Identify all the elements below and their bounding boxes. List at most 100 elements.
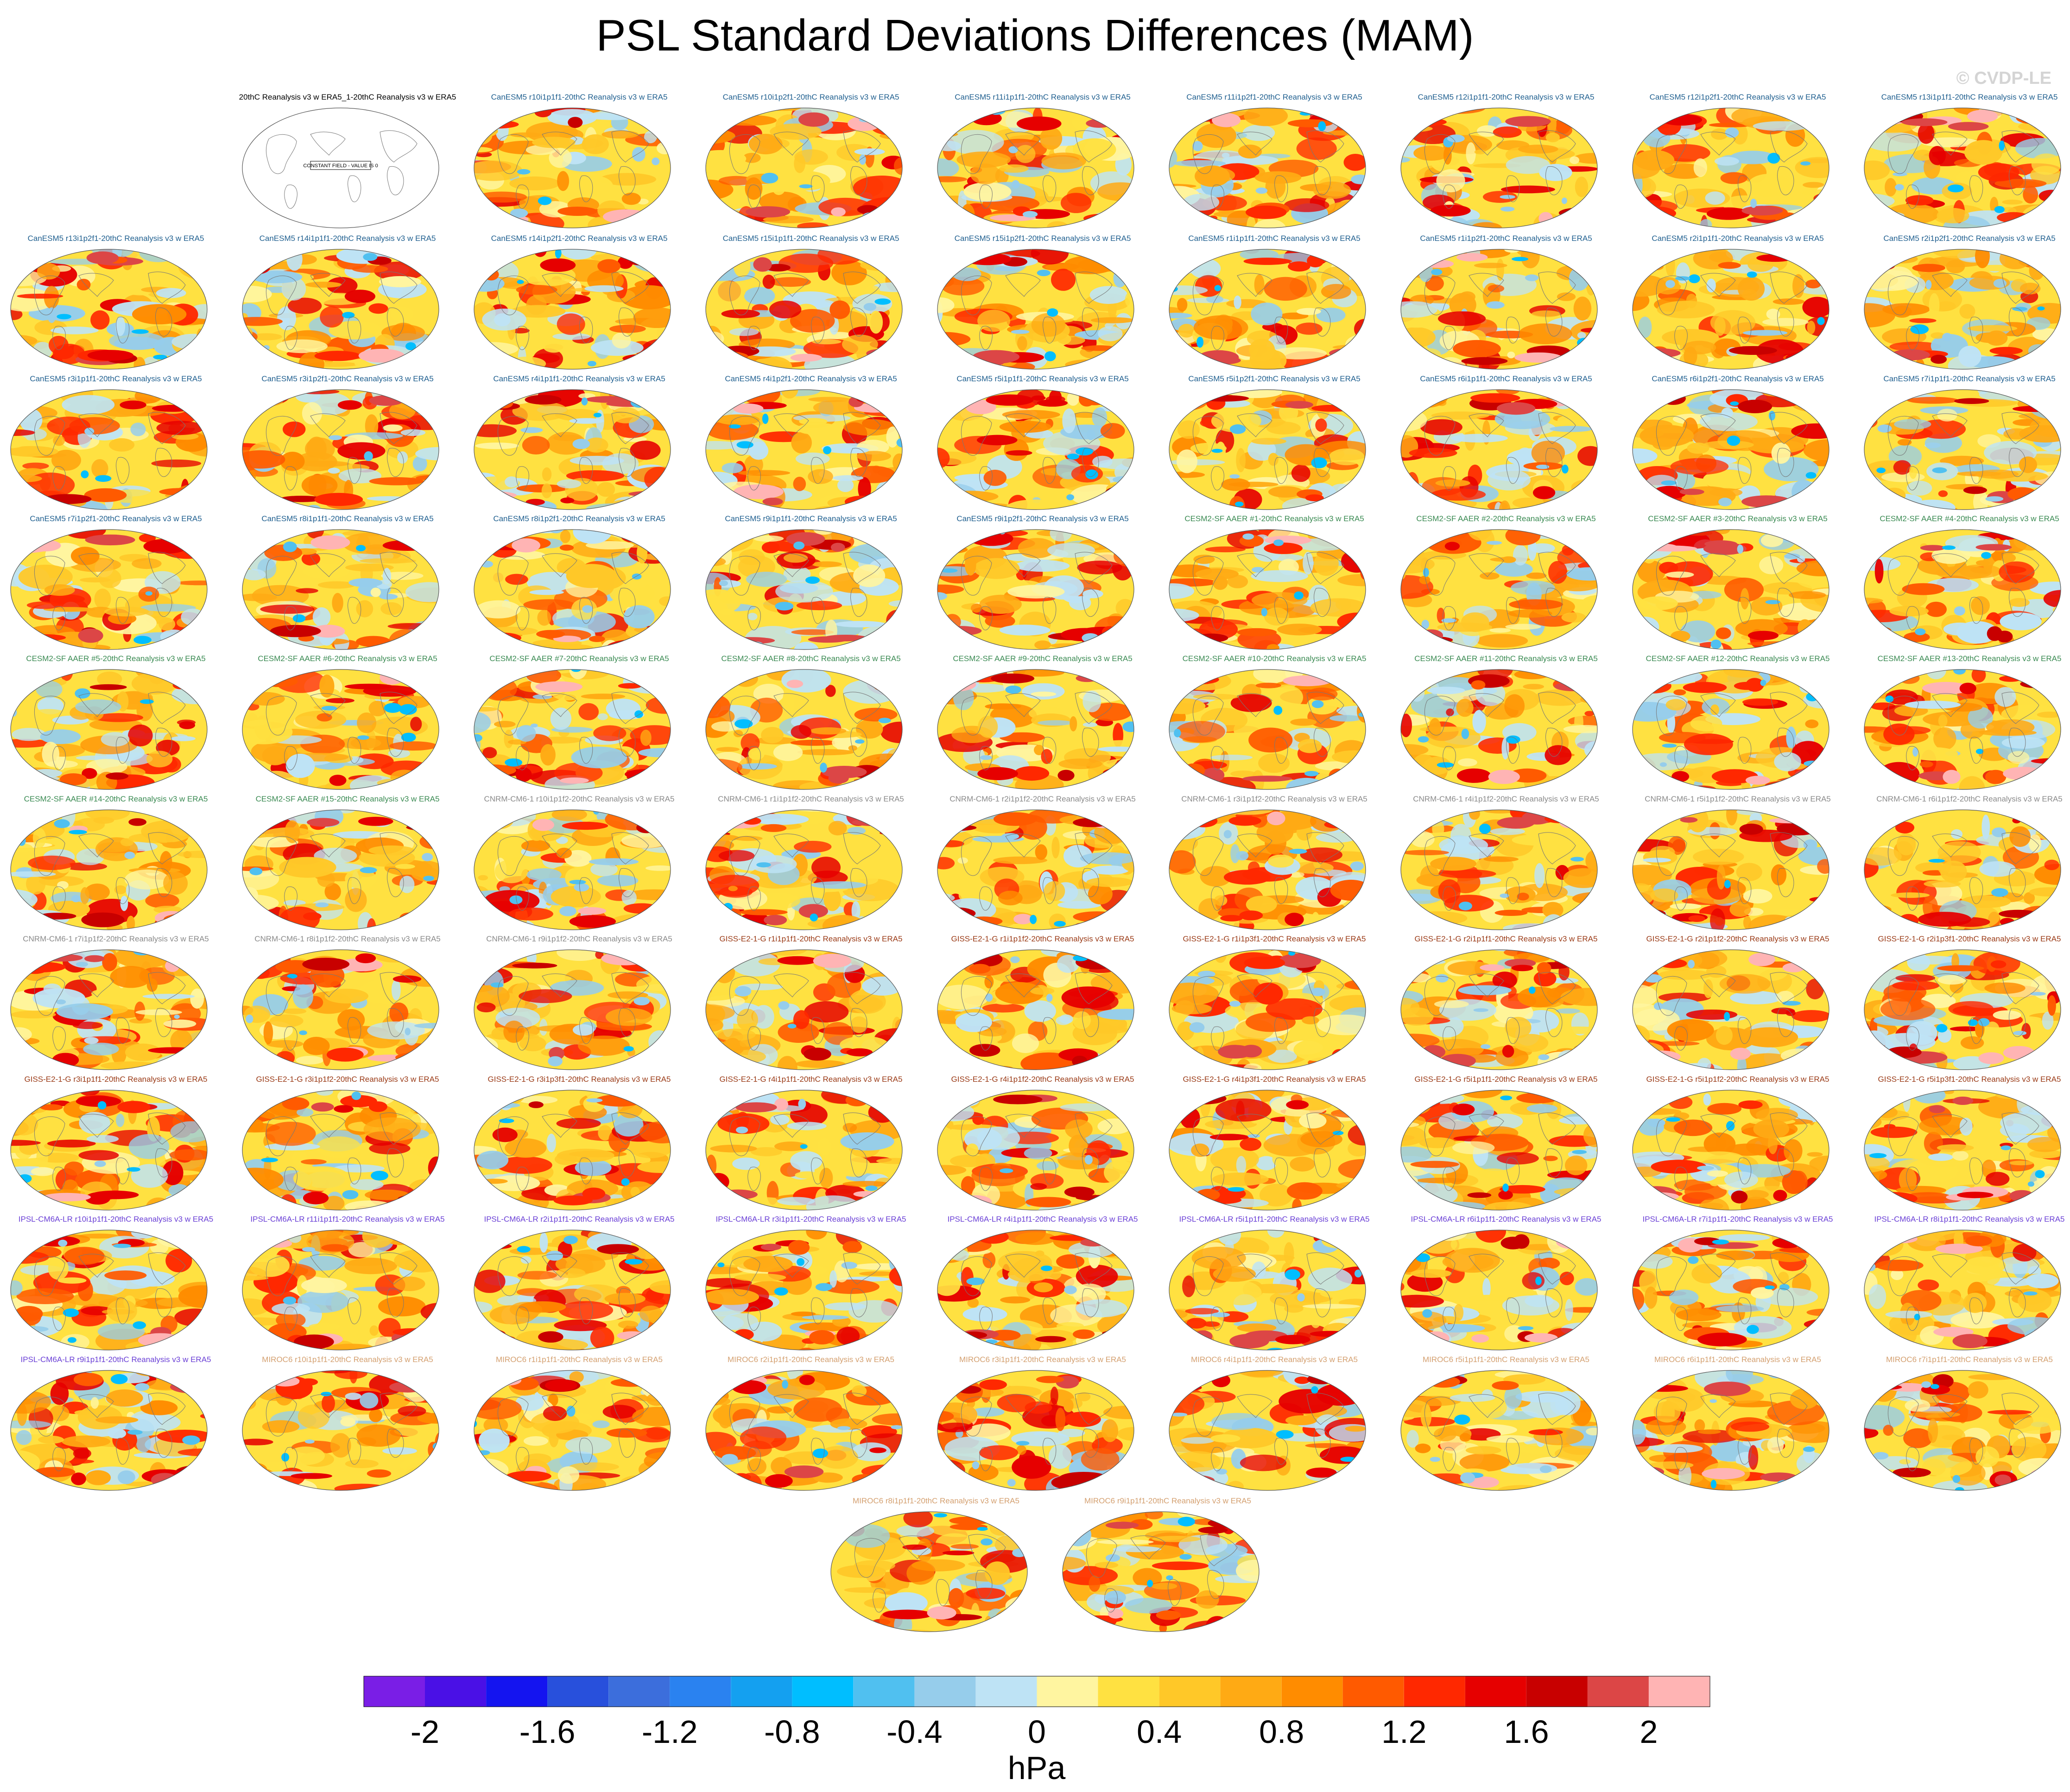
panel-title: GISS-E2-1-G r2i1p1f2-20thC Reanalysis v3… bbox=[1646, 934, 1829, 943]
panel-title: GISS-E2-1-G r5i1p1f1-20thC Reanalysis v3… bbox=[1414, 1075, 1598, 1084]
map-panel: CanESM5 r1i1p2f1-20thC Reanalysis v3 w E… bbox=[1390, 234, 1622, 373]
colorbar-tick-label: -0.4 bbox=[886, 1714, 943, 1750]
panel-title: CNRM-CM6-1 r6i1p1f2-20thC Reanalysis v3 … bbox=[1876, 795, 2063, 803]
map-panel: MIROC6 r1i1p1f1-20thC Reanalysis v3 w ER… bbox=[463, 1355, 695, 1494]
world-map bbox=[1864, 107, 2061, 228]
world-map bbox=[705, 1090, 903, 1211]
world-map bbox=[937, 1370, 1134, 1491]
panel-title: CanESM5 r15i1p1f1-20thC Reanalysis v3 w … bbox=[722, 234, 899, 243]
world-map bbox=[1400, 949, 1598, 1070]
world-map bbox=[10, 529, 208, 650]
map-panel: CanESM5 r11i1p1f1-20thC Reanalysis v3 w … bbox=[927, 93, 1158, 232]
panel-title: CESM2-SF AAER #12-20thC Reanalysis v3 w … bbox=[1646, 654, 1830, 663]
world-map bbox=[937, 949, 1134, 1070]
world-map bbox=[1400, 1090, 1598, 1211]
map-panel: CanESM5 r15i1p1f1-20thC Reanalysis v3 w … bbox=[695, 234, 927, 373]
panel-title: CanESM5 r5i1p2f1-20thC Reanalysis v3 w E… bbox=[1188, 374, 1361, 383]
map-panel: GISS-E2-1-G r3i1p1f2-20thC Reanalysis v3… bbox=[232, 1075, 463, 1214]
panel-title: MIROC6 r8i1p1f1-20thC Reanalysis v3 w ER… bbox=[853, 1496, 1019, 1505]
map-panel: CanESM5 r3i1p2f1-20thC Reanalysis v3 w E… bbox=[232, 374, 463, 513]
map-panel: CanESM5 r8i1p2f1-20thC Reanalysis v3 w E… bbox=[463, 514, 695, 653]
map-panel: GISS-E2-1-G r4i1p1f2-20thC Reanalysis v3… bbox=[927, 1075, 1158, 1214]
world-map bbox=[1400, 107, 1598, 228]
world-map bbox=[830, 1511, 1028, 1632]
world-map bbox=[937, 107, 1134, 228]
panel-title: GISS-E2-1-G r2i1p1f1-20thC Reanalysis v3… bbox=[1414, 934, 1598, 943]
panel-title: CESM2-SF AAER #15-20thC Reanalysis v3 w … bbox=[255, 795, 440, 803]
map-panel: CESM2-SF AAER #14-20thC Reanalysis v3 w … bbox=[0, 795, 232, 934]
colorbar-unit-label: hPa bbox=[1008, 1750, 1066, 1786]
map-panel: CanESM5 r9i1p2f1-20thC Reanalysis v3 w E… bbox=[927, 514, 1158, 653]
map-panel: CNRM-CM6-1 r1i1p1f2-20thC Reanalysis v3 … bbox=[695, 795, 927, 934]
panel-title: GISS-E2-1-G r3i1p3f1-20thC Reanalysis v3… bbox=[487, 1075, 671, 1084]
world-map bbox=[1169, 1370, 1366, 1491]
map-panel: CESM2-SF AAER #11-20thC Reanalysis v3 w … bbox=[1390, 654, 1622, 793]
map-panel: GISS-E2-1-G r2i1p3f1-20thC Reanalysis v3… bbox=[1854, 934, 2070, 1073]
map-panel: MIROC6 r5i1p1f1-20thC Reanalysis v3 w ER… bbox=[1390, 1355, 1622, 1494]
colorbar-swatch bbox=[975, 1676, 1037, 1707]
panel-title: IPSL-CM6A-LR r6i1p1f1-20thC Reanalysis v… bbox=[1411, 1215, 1602, 1224]
panel-title: GISS-E2-1-G r4i1p1f2-20thC Reanalysis v3… bbox=[951, 1075, 1134, 1084]
map-panel: IPSL-CM6A-LR r2i1p1f1-20thC Reanalysis v… bbox=[463, 1215, 695, 1354]
map-panel: CESM2-SF AAER #9-20thC Reanalysis v3 w E… bbox=[927, 654, 1158, 793]
world-map bbox=[1062, 1511, 1260, 1632]
map-panel: CanESM5 r4i1p2f1-20thC Reanalysis v3 w E… bbox=[695, 374, 927, 513]
panel-title: CanESM5 r9i1p2f1-20thC Reanalysis v3 w E… bbox=[956, 514, 1129, 523]
panel-title: GISS-E2-1-G r1i1p1f1-20thC Reanalysis v3… bbox=[719, 934, 903, 943]
map-panel: IPSL-CM6A-LR r10i1p1f1-20thC Reanalysis … bbox=[0, 1215, 232, 1354]
world-map bbox=[1864, 809, 2061, 930]
panel-title: GISS-E2-1-G r4i1p3f1-20thC Reanalysis v3… bbox=[1183, 1075, 1366, 1084]
panel-title: CanESM5 r6i1p1f1-20thC Reanalysis v3 w E… bbox=[1420, 374, 1592, 383]
panel-title: IPSL-CM6A-LR r5i1p1f1-20thC Reanalysis v… bbox=[1179, 1215, 1370, 1224]
map-panel: GISS-E2-1-G r4i1p3f1-20thC Reanalysis v3… bbox=[1158, 1075, 1390, 1214]
map-panel: GISS-E2-1-G r2i1p1f2-20thC Reanalysis v3… bbox=[1622, 934, 1854, 1073]
panel-title: CanESM5 r7i1p2f1-20thC Reanalysis v3 w E… bbox=[30, 514, 202, 523]
panel-title: CanESM5 r3i1p1f1-20thC Reanalysis v3 w E… bbox=[30, 374, 202, 383]
world-map bbox=[1864, 389, 2061, 510]
colorbar-tick-label: 0.4 bbox=[1137, 1714, 1182, 1750]
panel-title: CESM2-SF AAER #5-20thC Reanalysis v3 w E… bbox=[26, 654, 206, 663]
map-panel: GISS-E2-1-G r5i1p1f2-20thC Reanalysis v3… bbox=[1622, 1075, 1854, 1214]
map-panel: CESM2-SF AAER #3-20thC Reanalysis v3 w E… bbox=[1622, 514, 1854, 653]
world-map bbox=[242, 249, 439, 370]
map-panel: CESM2-SF AAER #13-20thC Reanalysis v3 w … bbox=[1854, 654, 2070, 793]
panel-title: IPSL-CM6A-LR r9i1p1f1-20thC Reanalysis v… bbox=[20, 1355, 211, 1364]
panel-title: MIROC6 r5i1p1f1-20thC Reanalysis v3 w ER… bbox=[1423, 1355, 1589, 1364]
colorbar-swatch bbox=[1465, 1676, 1526, 1707]
panel-title: 20thC Reanalysis v3 w ERA5_1-20thC Reana… bbox=[239, 93, 456, 101]
panel-title: MIROC6 r6i1p1f1-20thC Reanalysis v3 w ER… bbox=[1654, 1355, 1821, 1364]
map-panel: CanESM5 r14i1p1f1-20thC Reanalysis v3 w … bbox=[232, 234, 463, 373]
map-panel: CanESM5 r10i1p1f1-20thC Reanalysis v3 w … bbox=[463, 93, 695, 232]
world-map bbox=[1169, 249, 1366, 370]
map-panel: MIROC6 r7i1p1f1-20thC Reanalysis v3 w ER… bbox=[1854, 1355, 2070, 1494]
map-panel: CESM2-SF AAER #12-20thC Reanalysis v3 w … bbox=[1622, 654, 1854, 793]
world-map bbox=[242, 529, 439, 650]
world-map bbox=[1632, 389, 1829, 510]
world-map bbox=[1632, 529, 1829, 650]
world-map bbox=[1400, 529, 1598, 650]
map-panel: CanESM5 r11i1p2f1-20thC Reanalysis v3 w … bbox=[1158, 93, 1390, 232]
colorbar-tick-label: 2 bbox=[1640, 1714, 1658, 1750]
map-panel: CESM2-SF AAER #1-20thC Reanalysis v3 w E… bbox=[1158, 514, 1390, 653]
panel-title: GISS-E2-1-G r3i1p1f2-20thC Reanalysis v3… bbox=[256, 1075, 439, 1084]
colorbar-swatch bbox=[1587, 1676, 1649, 1707]
map-panel: IPSL-CM6A-LR r6i1p1f1-20thC Reanalysis v… bbox=[1390, 1215, 1622, 1354]
colorbar-swatch bbox=[1037, 1676, 1098, 1707]
panel-title: CanESM5 r3i1p2f1-20thC Reanalysis v3 w E… bbox=[261, 374, 434, 383]
map-panel: GISS-E2-1-G r5i1p3f1-20thC Reanalysis v3… bbox=[1854, 1075, 2070, 1214]
panel-title: GISS-E2-1-G r3i1p1f1-20thC Reanalysis v3… bbox=[24, 1075, 208, 1084]
colorbar-frame bbox=[363, 1676, 1710, 1707]
map-panel: CESM2-SF AAER #5-20thC Reanalysis v3 w E… bbox=[0, 654, 232, 793]
map-panel: IPSL-CM6A-LR r8i1p1f1-20thC Reanalysis v… bbox=[1854, 1215, 2070, 1354]
panel-title: CNRM-CM6-1 r2i1p1f2-20thC Reanalysis v3 … bbox=[950, 795, 1136, 803]
world-map bbox=[1632, 249, 1829, 370]
panel-title: CESM2-SF AAER #13-20thC Reanalysis v3 w … bbox=[1877, 654, 2062, 663]
colorbar-tick-label: 1.2 bbox=[1381, 1714, 1426, 1750]
colorbar-swatch bbox=[425, 1676, 486, 1707]
world-map bbox=[474, 1090, 671, 1211]
panel-title: IPSL-CM6A-LR r3i1p1f1-20thC Reanalysis v… bbox=[715, 1215, 906, 1224]
panel-title: CanESM5 r12i1p1f1-20thC Reanalysis v3 w … bbox=[1418, 93, 1595, 101]
world-map bbox=[242, 809, 439, 930]
map-panel: CanESM5 r13i1p2f1-20thC Reanalysis v3 w … bbox=[0, 234, 232, 373]
map-panel: MIROC6 r10i1p1f1-20thC Reanalysis v3 w E… bbox=[232, 1355, 463, 1494]
